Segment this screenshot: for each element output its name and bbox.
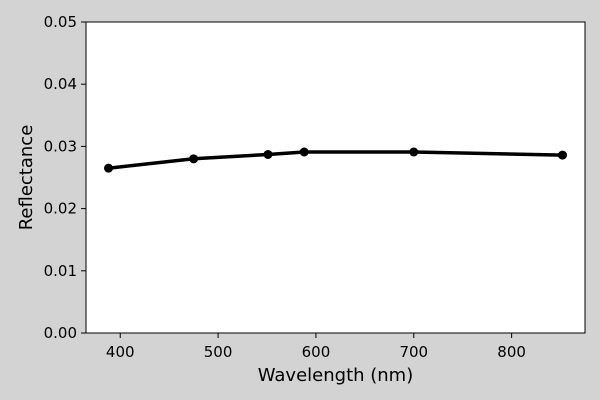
data-point: [557, 150, 567, 160]
data-point: [409, 147, 419, 157]
plot-area: [86, 22, 585, 333]
x-axis: 400 500 600 700 800: [106, 333, 526, 361]
y-tick-label: 0.03: [44, 137, 77, 155]
y-tick-label: 0.01: [44, 262, 77, 280]
x-tick-label: 800: [497, 343, 526, 361]
series-line: [106, 150, 565, 170]
y-tick-label: 0.02: [44, 200, 77, 218]
data-point: [299, 147, 309, 157]
plot-frame: [85, 21, 586, 334]
y-tick-label: 0.04: [44, 75, 77, 93]
x-tick-label: 600: [302, 343, 331, 361]
y-axis-label: Reflectance: [16, 125, 37, 231]
y-tick-label: 0.00: [44, 324, 77, 342]
data-point: [189, 154, 199, 164]
x-tick-label: 400: [106, 343, 135, 361]
data-point: [104, 163, 114, 173]
y-tick-label: 0.05: [44, 13, 77, 31]
x-tick-label: 700: [399, 343, 428, 361]
series-layer: [104, 147, 567, 173]
data-point: [263, 149, 273, 159]
x-tick-label: 500: [204, 343, 233, 361]
y-axis: 0.00 0.01 0.02 0.03 0.04 0.05: [44, 13, 86, 342]
x-axis-label: Wavelength (nm): [258, 365, 414, 386]
